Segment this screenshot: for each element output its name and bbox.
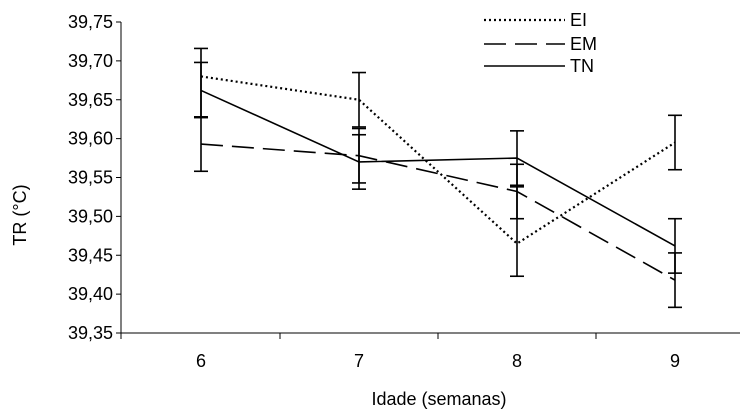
legend-label-em: EM (570, 34, 597, 54)
y-tick-label: 39,45 (68, 245, 113, 265)
y-tick-label: 39,40 (68, 284, 113, 304)
y-tick-label: 39,55 (68, 168, 113, 188)
error-bars (194, 47, 682, 309)
y-tick-label: 39,65 (68, 90, 113, 110)
y-tick-label: 39,60 (68, 129, 113, 149)
y-axis-title: TR (°C) (10, 184, 30, 245)
y-tick-label: 39,75 (68, 12, 113, 32)
x-ticks: 6 7 8 9 (120, 333, 680, 371)
x-tick-label: 7 (354, 351, 364, 371)
series-line-tn (200, 89, 676, 247)
x-axis-title: Idade (semanas) (371, 389, 506, 409)
y-ticks: 39,35 39,40 39,45 39,50 39,55 39,60 39,65 39,70… (68, 12, 121, 343)
x-tick-label: 8 (512, 351, 522, 371)
series-line-em (200, 143, 676, 281)
legend-label-ei: EI (570, 10, 587, 30)
series-line-ei (200, 75, 676, 245)
series-lines (200, 75, 676, 281)
x-tick-label: 6 (196, 351, 206, 371)
axes (120, 22, 740, 334)
legend-label-tn: TN (570, 56, 594, 76)
x-tick-label: 9 (670, 351, 680, 371)
y-tick-label: 39,35 (68, 323, 113, 343)
y-tick-label: 39,50 (68, 206, 113, 226)
y-tick-label: 39,70 (68, 51, 113, 71)
